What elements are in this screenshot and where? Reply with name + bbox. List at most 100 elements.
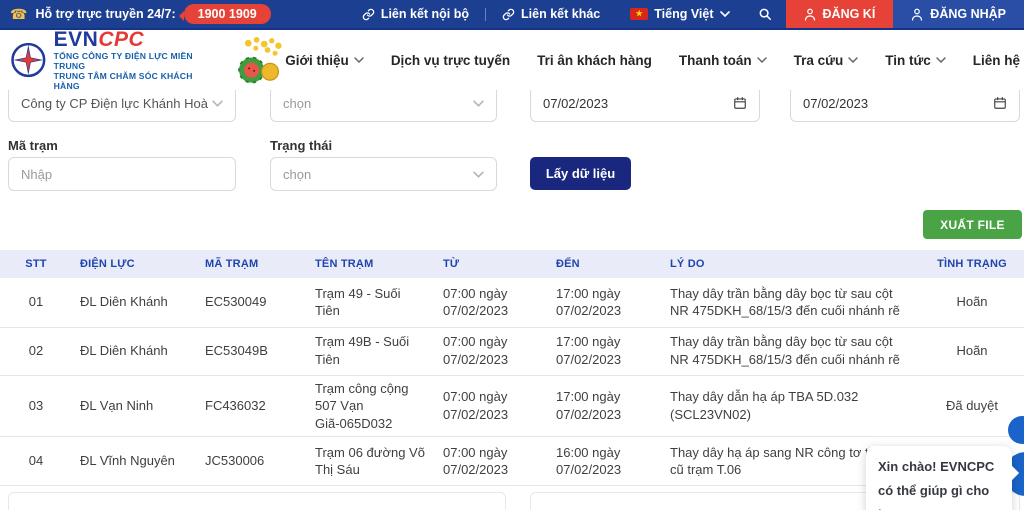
chat-minimize-button[interactable]: [1008, 416, 1024, 444]
brand-texts: EVNCPC TỔNG CÔNG TY ĐIỆN LỰC MIỀN TRUNG …: [54, 28, 198, 92]
register-button[interactable]: ĐĂNG KÍ: [785, 0, 894, 28]
brand-cpc: CPC: [98, 28, 145, 52]
user-icon: [912, 8, 923, 21]
brand-name: EVNCPC: [54, 28, 198, 52]
topbar-links: Liên kết nội bộ Liên kết khác ★ Tiếng Vi…: [346, 0, 1024, 28]
nav-label: Giới thiệu: [285, 52, 349, 68]
tet-decoration: [238, 37, 282, 84]
nav-tin-tuc[interactable]: Tin tức: [885, 53, 946, 68]
cell-ten-tram: Trạm 06 đường Võ Thị Sáu: [307, 436, 435, 487]
col-den: ĐẾN: [548, 250, 662, 278]
cell-ten-tram: Trạm 49B - Suối Tiên: [307, 327, 435, 376]
topbar-separator: [485, 7, 487, 21]
date-to-value: 07/02/2023: [803, 95, 869, 111]
other-links-link[interactable]: Liên kết khác: [486, 7, 616, 21]
bottom-field-left[interactable]: [8, 492, 506, 510]
link-icon: [502, 8, 515, 20]
date-to-field[interactable]: 07/02/2023: [790, 84, 1020, 122]
company-line2: TRUNG TÂM CHĂM SÓC KHÁCH HÀNG: [53, 71, 193, 91]
status-select-value: chọn: [283, 166, 312, 182]
brand-logo[interactable]: EVNCPC TỔNG CÔNG TY ĐIỆN LỰC MIỀN TRUNG …: [0, 28, 198, 92]
unit-select-value: chọn: [283, 95, 312, 111]
language-selector[interactable]: ★ Tiếng Việt: [616, 7, 743, 21]
login-label: ĐĂNG NHẬP: [930, 7, 1006, 21]
site-header: EVNCPC TỔNG CÔNG TY ĐIỆN LỰC MIỀN TRUNG …: [0, 28, 1024, 92]
vietnam-flag-icon: ★: [630, 8, 649, 20]
station-code-input[interactable]: [8, 157, 236, 191]
nav-gioi-thieu[interactable]: Giới thiệu: [285, 53, 364, 68]
phone-icon: ☎: [10, 6, 28, 22]
status-select[interactable]: chọn: [270, 157, 497, 191]
status-label: Trạng thái: [270, 138, 333, 153]
brand-evn: EVN: [53, 28, 99, 52]
chevron-down-icon: [473, 170, 484, 178]
nav-tri-an-khach-hang[interactable]: Tri ân khách hàng: [537, 53, 652, 68]
cell-ma-tram: FC436032: [197, 375, 307, 438]
col-tinh-trang: TÌNH TRẠNG: [920, 250, 1024, 278]
nav-label: Thanh toán: [678, 52, 752, 68]
date-from-field[interactable]: 07/02/2023: [530, 84, 760, 122]
hotline-number-badge[interactable]: 1900 1909: [178, 4, 271, 24]
cell-ten-tram: Trạm công cộng 507 Vạn Giã-065D032: [307, 375, 435, 438]
station-code-label: Mã trạm: [8, 138, 58, 153]
cell-den: 17:00 ngày 07/02/2023: [548, 278, 662, 328]
cell-stt: 03: [0, 375, 72, 438]
table-header: STT ĐIỆN LỰC MÃ TRẠM TÊN TRẠM TỪ ĐẾN LÝ …: [0, 250, 1024, 278]
cell-stt: 02: [0, 327, 72, 376]
cell-stt: 04: [0, 436, 72, 487]
cell-tu: 07:00 ngày 07/02/2023: [435, 375, 548, 438]
search-icon: [759, 8, 771, 21]
chevron-down-icon: [756, 57, 767, 63]
unit-select[interactable]: chọn: [270, 84, 497, 122]
cell-ten-tram: Trạm 49 - Suối Tiên: [307, 278, 435, 328]
cell-stt: 01: [0, 278, 72, 328]
nav-thanh-toan[interactable]: Thanh toán: [679, 53, 767, 68]
table-row[interactable]: 02 ĐL Diên Khánh EC53049B Trạm 49B - Suố…: [0, 327, 1024, 376]
col-ma-tram: MÃ TRẠM: [197, 250, 307, 278]
outage-table: STT ĐIỆN LỰC MÃ TRẠM TÊN TRẠM TỪ ĐẾN LÝ …: [0, 250, 1024, 487]
chevron-down-icon: [935, 57, 946, 63]
language-label: Tiếng Việt: [654, 7, 714, 21]
chevron-down-icon: [212, 99, 223, 107]
cell-dien-luc: ĐL Diên Khánh: [72, 327, 197, 376]
nav-label: Tra cứu: [793, 52, 844, 68]
internal-links-link[interactable]: Liên kết nội bộ: [346, 7, 485, 21]
chat-greeting-bubble[interactable]: Xin chào! EVNCPC có thể giúp gì cho bạn?: [866, 446, 1012, 510]
table-row[interactable]: 03 ĐL Vạn Ninh FC436032 Trạm công cộng 5…: [0, 375, 1024, 438]
cell-ma-tram: EC53049B: [197, 327, 307, 376]
cell-dien-luc: ĐL Diên Khánh: [72, 278, 197, 328]
company-select-value: Công ty CP Điện lực Khánh Hoà: [21, 95, 208, 111]
cell-tinh-trang: Hoãn: [920, 278, 1024, 328]
chevron-down-icon: [719, 11, 730, 17]
cell-den: 16:00 ngày 07/02/2023: [548, 436, 662, 487]
cell-ly-do: Thay dây dẫn hạ áp TBA 5D.032 (SCL23VN02…: [662, 375, 920, 438]
nav-dich-vu-truc-tuyen[interactable]: Dịch vụ trực tuyến: [391, 53, 510, 68]
cell-tu: 07:00 ngày 07/02/2023: [435, 327, 548, 376]
hotline-label: Hỗ trợ trực truyền 24/7:: [35, 7, 176, 21]
internal-links-label: Liên kết nội bộ: [380, 7, 470, 21]
nav-label: Tin tức: [885, 52, 931, 68]
cell-ma-tram: JC530006: [197, 436, 307, 487]
col-ly-do: LÝ DO: [662, 250, 920, 278]
company-select[interactable]: Công ty CP Điện lực Khánh Hoà: [8, 84, 236, 122]
other-links-label: Liên kết khác: [521, 7, 601, 21]
main-nav: Giới thiệu Dịch vụ trực tuyến Tri ân khá…: [285, 53, 1024, 68]
nav-label: Dịch vụ trực tuyến: [390, 52, 511, 68]
chevron-down-icon: [848, 57, 858, 63]
table-row[interactable]: 01 ĐL Diên Khánh EC530049 Trạm 49 - Suối…: [0, 278, 1024, 328]
cell-dien-luc: ĐL Vạn Ninh: [72, 375, 197, 438]
export-file-button[interactable]: XUẤT FILE: [923, 210, 1022, 239]
register-label: ĐĂNG KÍ: [822, 7, 876, 21]
search-button[interactable]: [744, 7, 786, 21]
chevron-down-icon: [473, 99, 484, 107]
date-from-value: 07/02/2023: [543, 95, 609, 111]
nav-lien-he[interactable]: Liên hệ: [973, 53, 1020, 68]
company-line1: TỔNG CÔNG TY ĐIỆN LỰC MIỀN TRUNG: [53, 51, 193, 72]
nav-tra-cuu[interactable]: Tra cứu: [794, 53, 859, 68]
fetch-data-button[interactable]: Lấy dữ liệu: [530, 157, 631, 190]
cell-dien-luc: ĐL Vĩnh Nguyên: [72, 436, 197, 487]
col-tu: TỪ: [435, 250, 548, 278]
login-button[interactable]: ĐĂNG NHẬP: [893, 0, 1024, 28]
cell-tinh-trang: Đã duyệt: [920, 375, 1024, 438]
